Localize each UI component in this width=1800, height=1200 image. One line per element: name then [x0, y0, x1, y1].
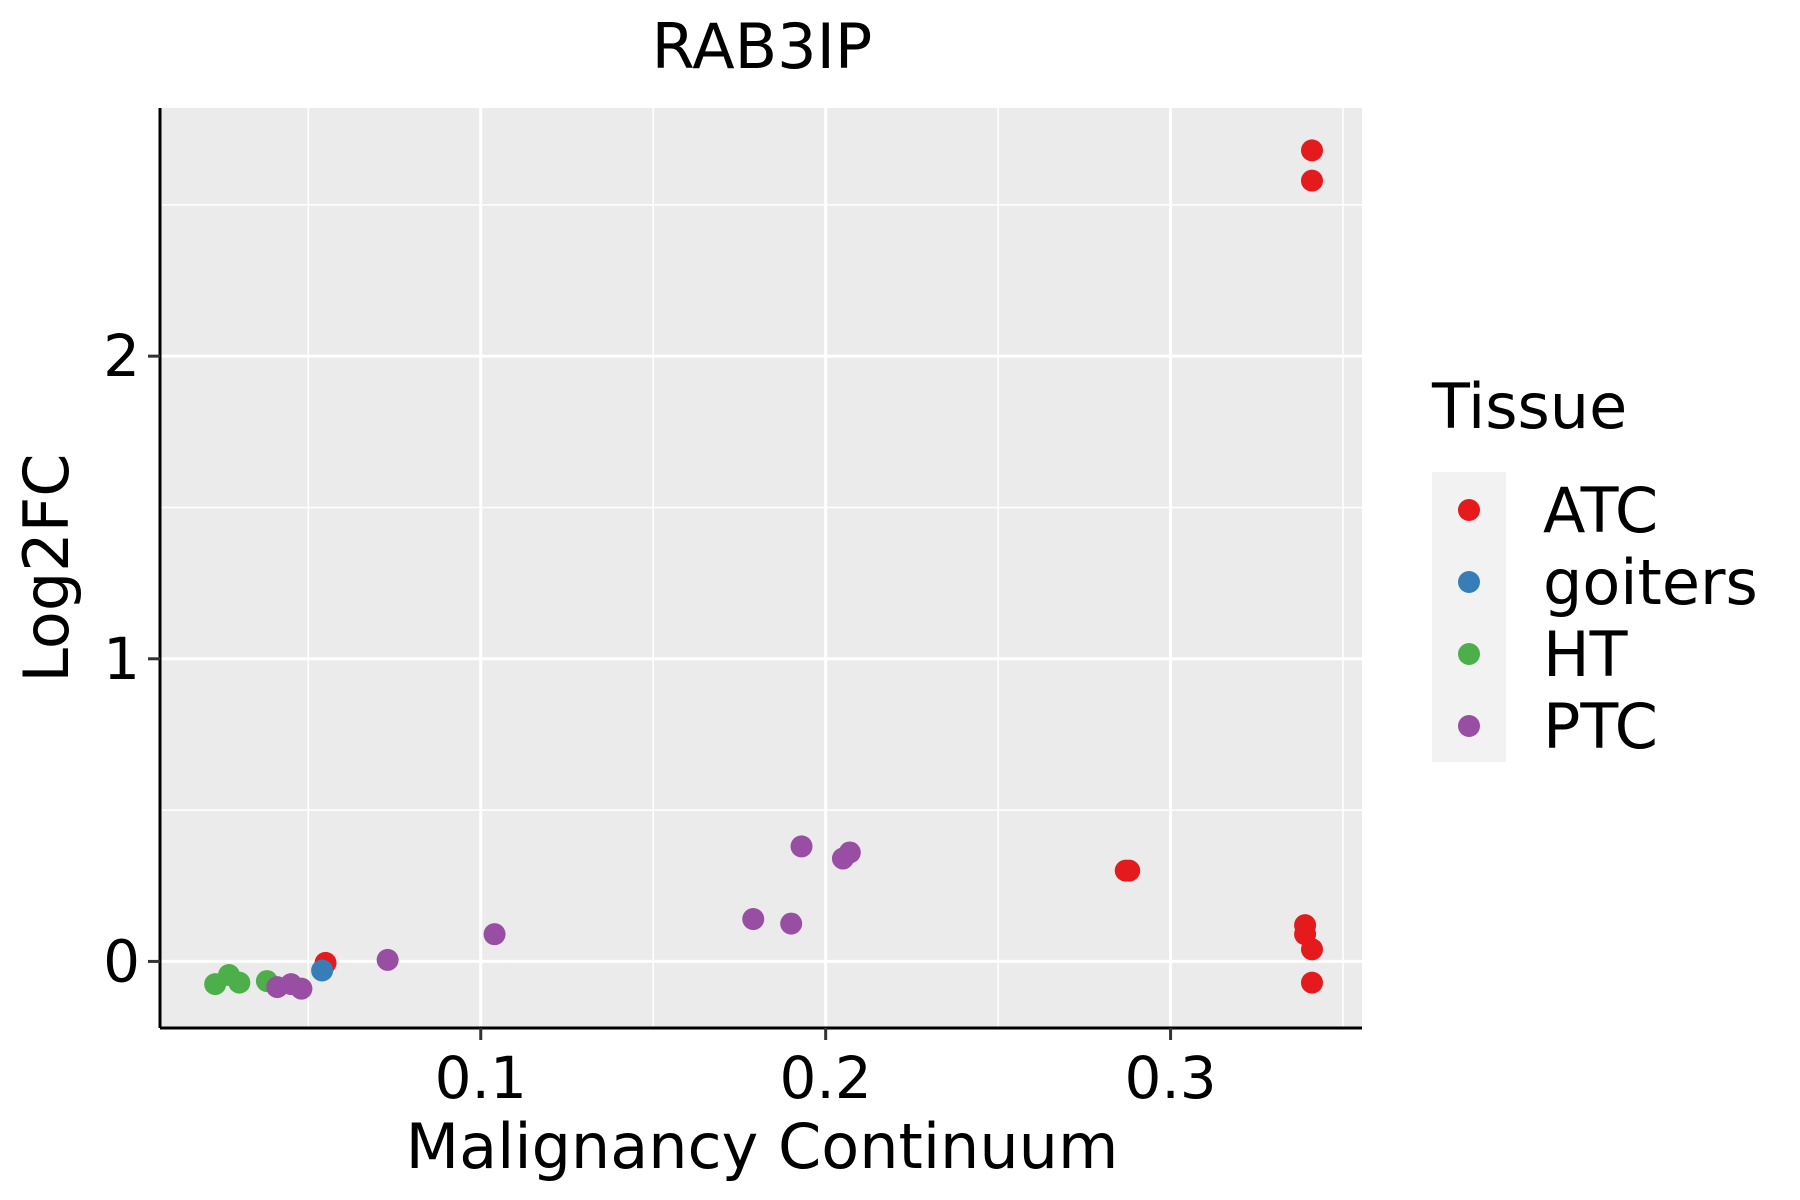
point-ptc — [780, 912, 803, 935]
legend-label-goiters: goiters — [1543, 546, 1758, 619]
point-atc — [1300, 938, 1323, 961]
legend-key-goiters — [1458, 571, 1480, 593]
legend-key-atc — [1458, 499, 1480, 521]
legend-label-atc: ATC — [1543, 474, 1658, 547]
y-axis-ticks: 0 1 2 — [103, 322, 160, 995]
point-ptc — [483, 923, 506, 946]
x-axis-title: Malignancy Continuum — [406, 1110, 1119, 1183]
plot-panel — [160, 108, 1362, 1028]
legend-key-ptc — [1458, 715, 1480, 737]
point-ht — [228, 971, 251, 994]
x-axis-ticks: 0.1 0.2 0.3 — [435, 1028, 1217, 1112]
chart-title: RAB3IP — [652, 10, 873, 83]
y-tick-label: 1 — [103, 625, 140, 693]
x-tick-label: 0.3 — [1124, 1044, 1216, 1112]
x-tick-label: 0.1 — [435, 1044, 527, 1112]
point-ptc — [376, 948, 399, 971]
point-atc — [1300, 971, 1323, 994]
data-points — [204, 139, 1323, 1000]
legend-label-ptc: PTC — [1543, 690, 1658, 763]
minor-gridlines — [160, 108, 1362, 1028]
legend-key-ht — [1458, 643, 1480, 665]
x-tick-label: 0.2 — [780, 1044, 872, 1112]
point-ptc — [790, 835, 813, 858]
major-gridlines — [160, 108, 1362, 1028]
point-atc — [1300, 169, 1323, 192]
point-goiters — [311, 959, 334, 982]
y-tick-label: 2 — [103, 322, 140, 390]
point-ptc — [742, 908, 765, 931]
point-atc — [1300, 139, 1323, 162]
y-tick-label: 0 — [103, 927, 140, 995]
point-atc — [1114, 859, 1137, 882]
point-ptc — [290, 977, 313, 1000]
y-axis-title: Log2FC — [10, 453, 83, 682]
legend-title: Tissue — [1431, 370, 1627, 443]
legend-label-ht: HT — [1543, 618, 1629, 691]
point-ptc — [838, 841, 861, 864]
